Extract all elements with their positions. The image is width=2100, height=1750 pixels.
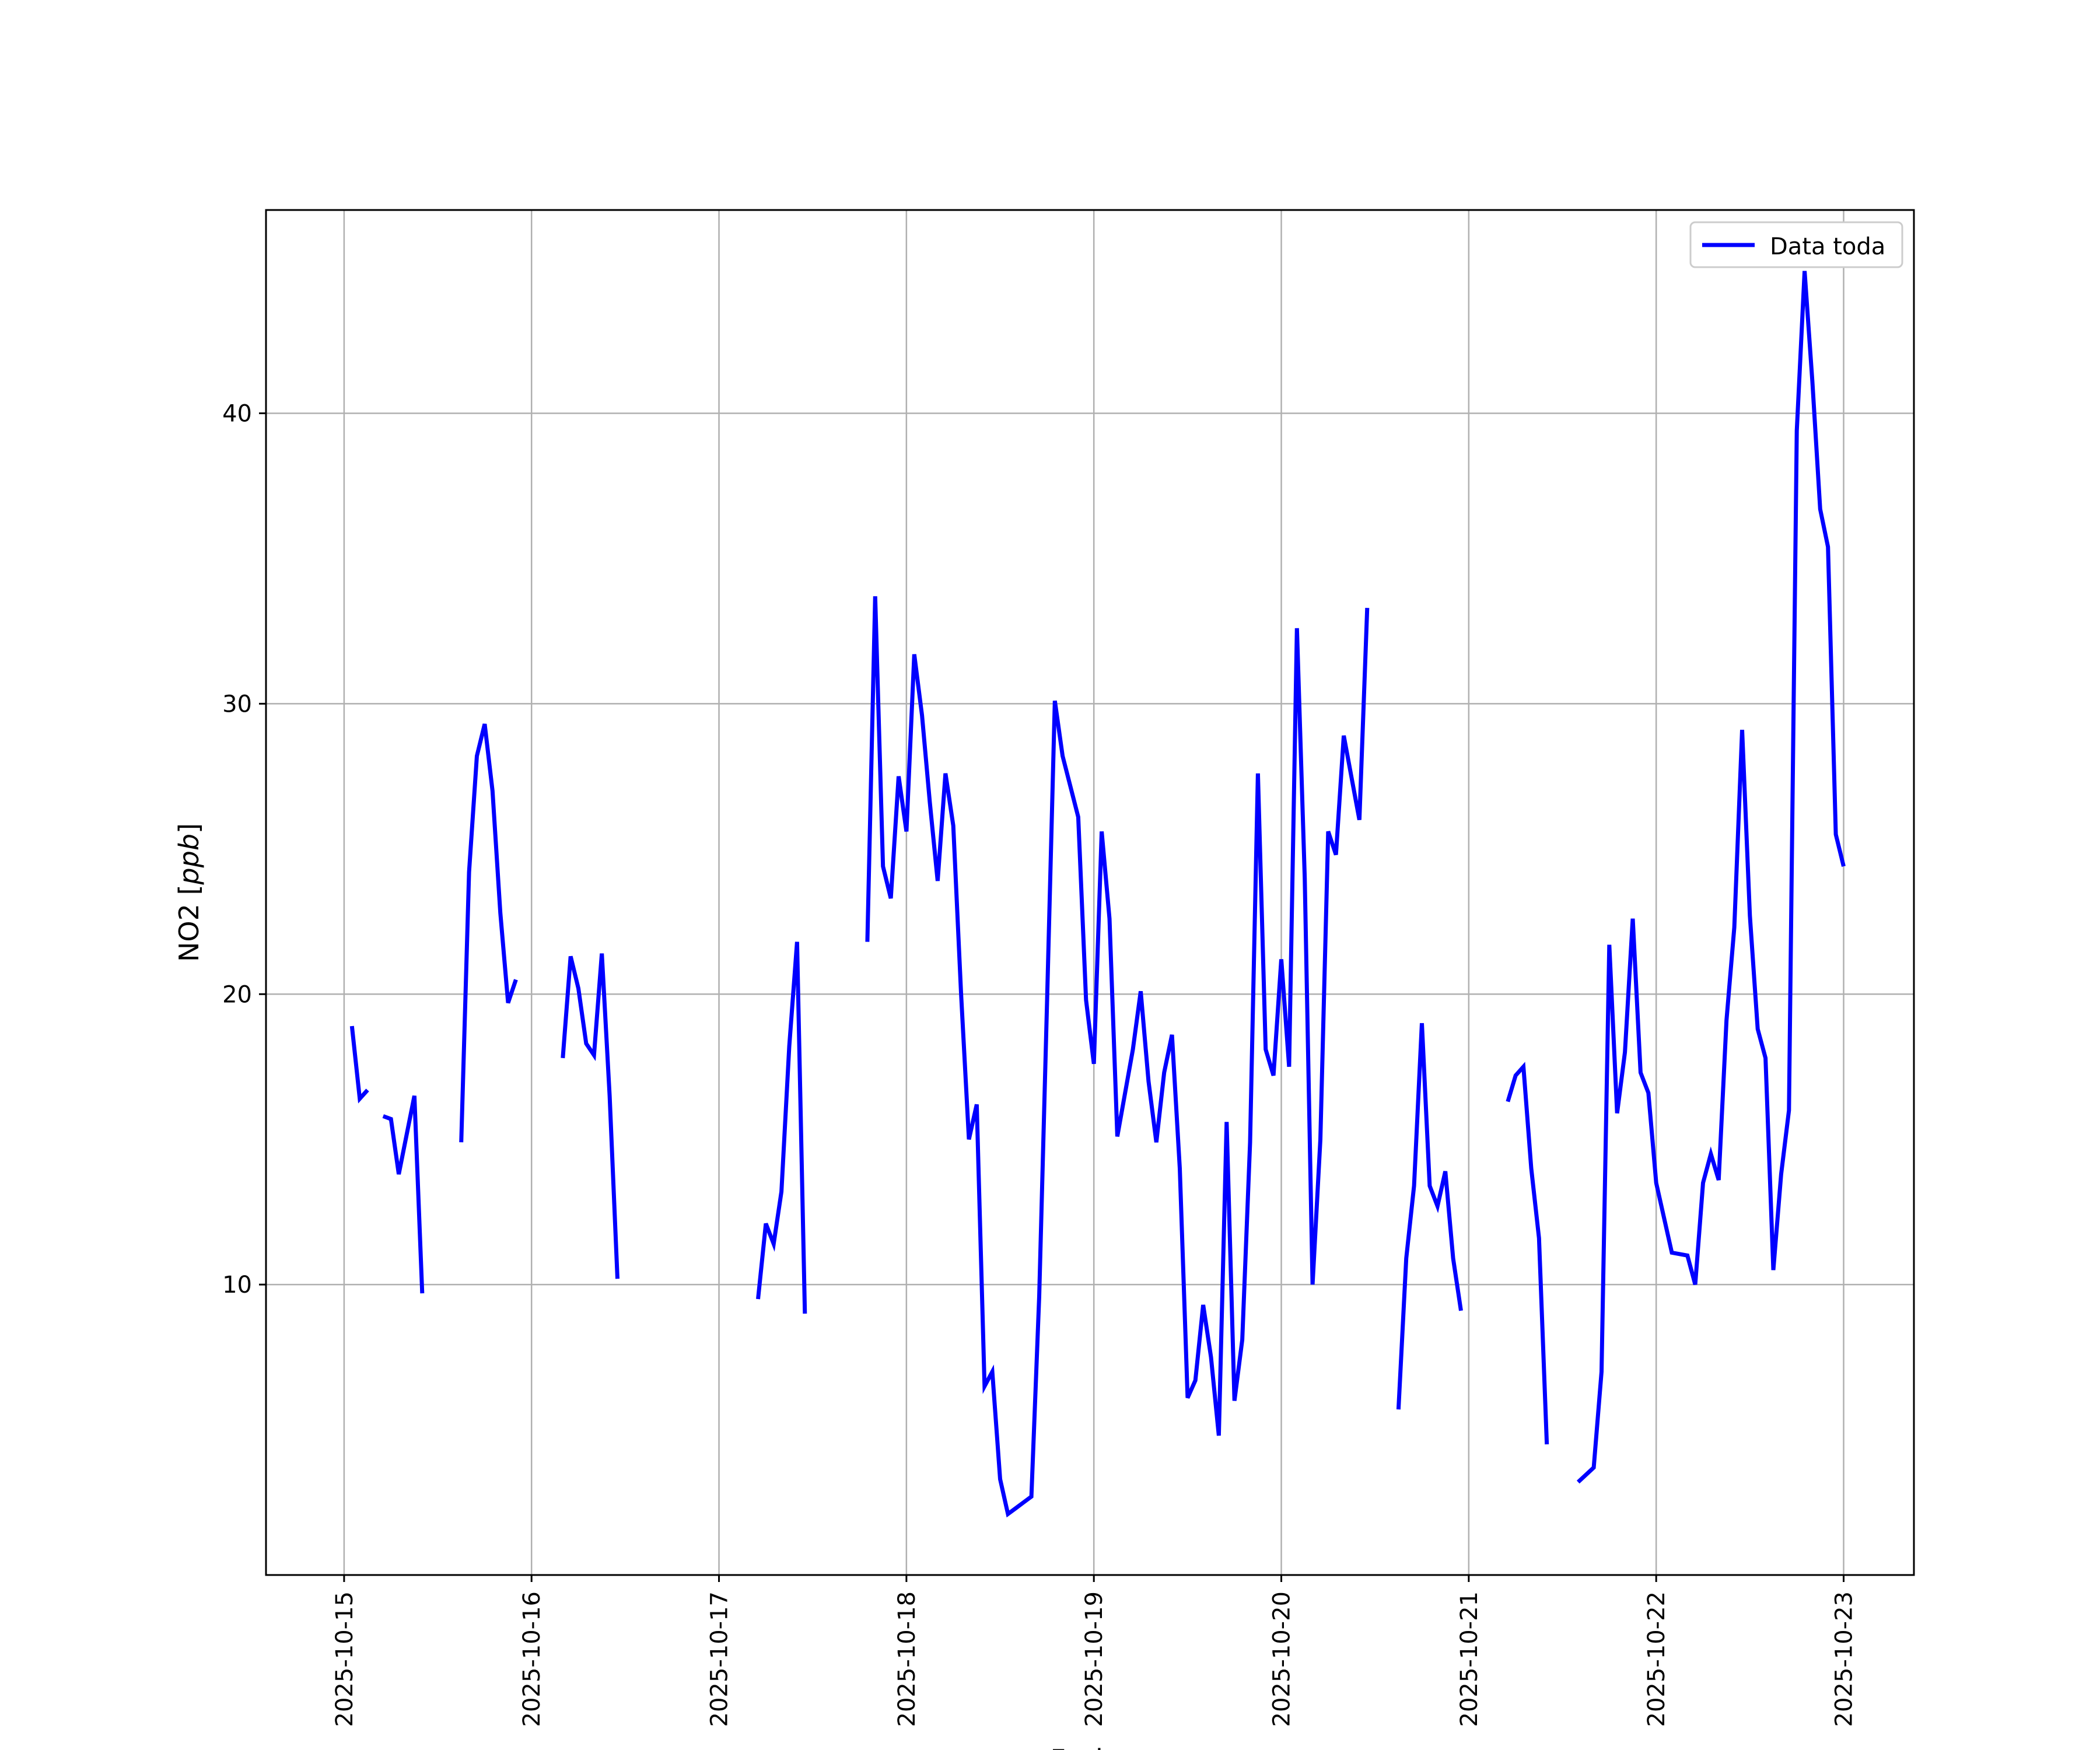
y-tick-label: 20 xyxy=(222,981,252,1008)
y-tick-label: 30 xyxy=(222,691,252,718)
y-axis-label-end: ] xyxy=(173,823,205,834)
series-line-segment xyxy=(1396,1023,1463,1410)
x-tick-label: 2025-10-19 xyxy=(1081,1591,1108,1727)
series-line-segment xyxy=(561,953,620,1279)
y-axis-label-main: NO2 [ xyxy=(173,885,205,962)
y-axis-ticks: 10 20 30 40 xyxy=(222,401,266,1298)
y-tick-label: 40 xyxy=(222,401,252,428)
series-line-segment xyxy=(382,1095,425,1294)
y-axis-label: NO2 [ppb] xyxy=(173,823,205,962)
plot-frame xyxy=(265,209,1915,1576)
series-line-segment xyxy=(459,723,518,1143)
x-axis-label: Fecha xyxy=(1051,1744,1129,1750)
x-tick-label: 2025-10-15 xyxy=(331,1591,358,1727)
x-tick-label: 2025-10-16 xyxy=(519,1591,545,1727)
series-line-segment xyxy=(1506,1062,1549,1445)
legend-label: Data toda xyxy=(1770,233,1885,260)
legend: Data toda xyxy=(1689,221,1903,268)
series-line-segment xyxy=(1576,271,1846,1484)
series-line-segment xyxy=(756,942,807,1314)
x-tick-label: 2025-10-17 xyxy=(706,1591,733,1727)
series-lines xyxy=(349,271,1846,1518)
y-axis-label-unit: ppb xyxy=(173,834,205,886)
x-tick-label: 2025-10-18 xyxy=(894,1591,921,1727)
series-line-segment xyxy=(865,596,1370,1518)
x-tick-label: 2025-10-23 xyxy=(1831,1591,1858,1727)
legend-box xyxy=(1689,221,1903,268)
x-tick-label: 2025-10-20 xyxy=(1269,1591,1296,1727)
series-line-segment xyxy=(349,1026,369,1104)
y-tick-label: 10 xyxy=(222,1272,252,1298)
x-axis-ticks: 2025-10-15 2025-10-16 2025-10-17 2025-10-18… xyxy=(331,1575,1858,1727)
grid-lines xyxy=(266,210,1914,1575)
x-tick-label: 2025-10-21 xyxy=(1456,1591,1483,1727)
x-tick-label: 2025-10-22 xyxy=(1643,1591,1670,1727)
